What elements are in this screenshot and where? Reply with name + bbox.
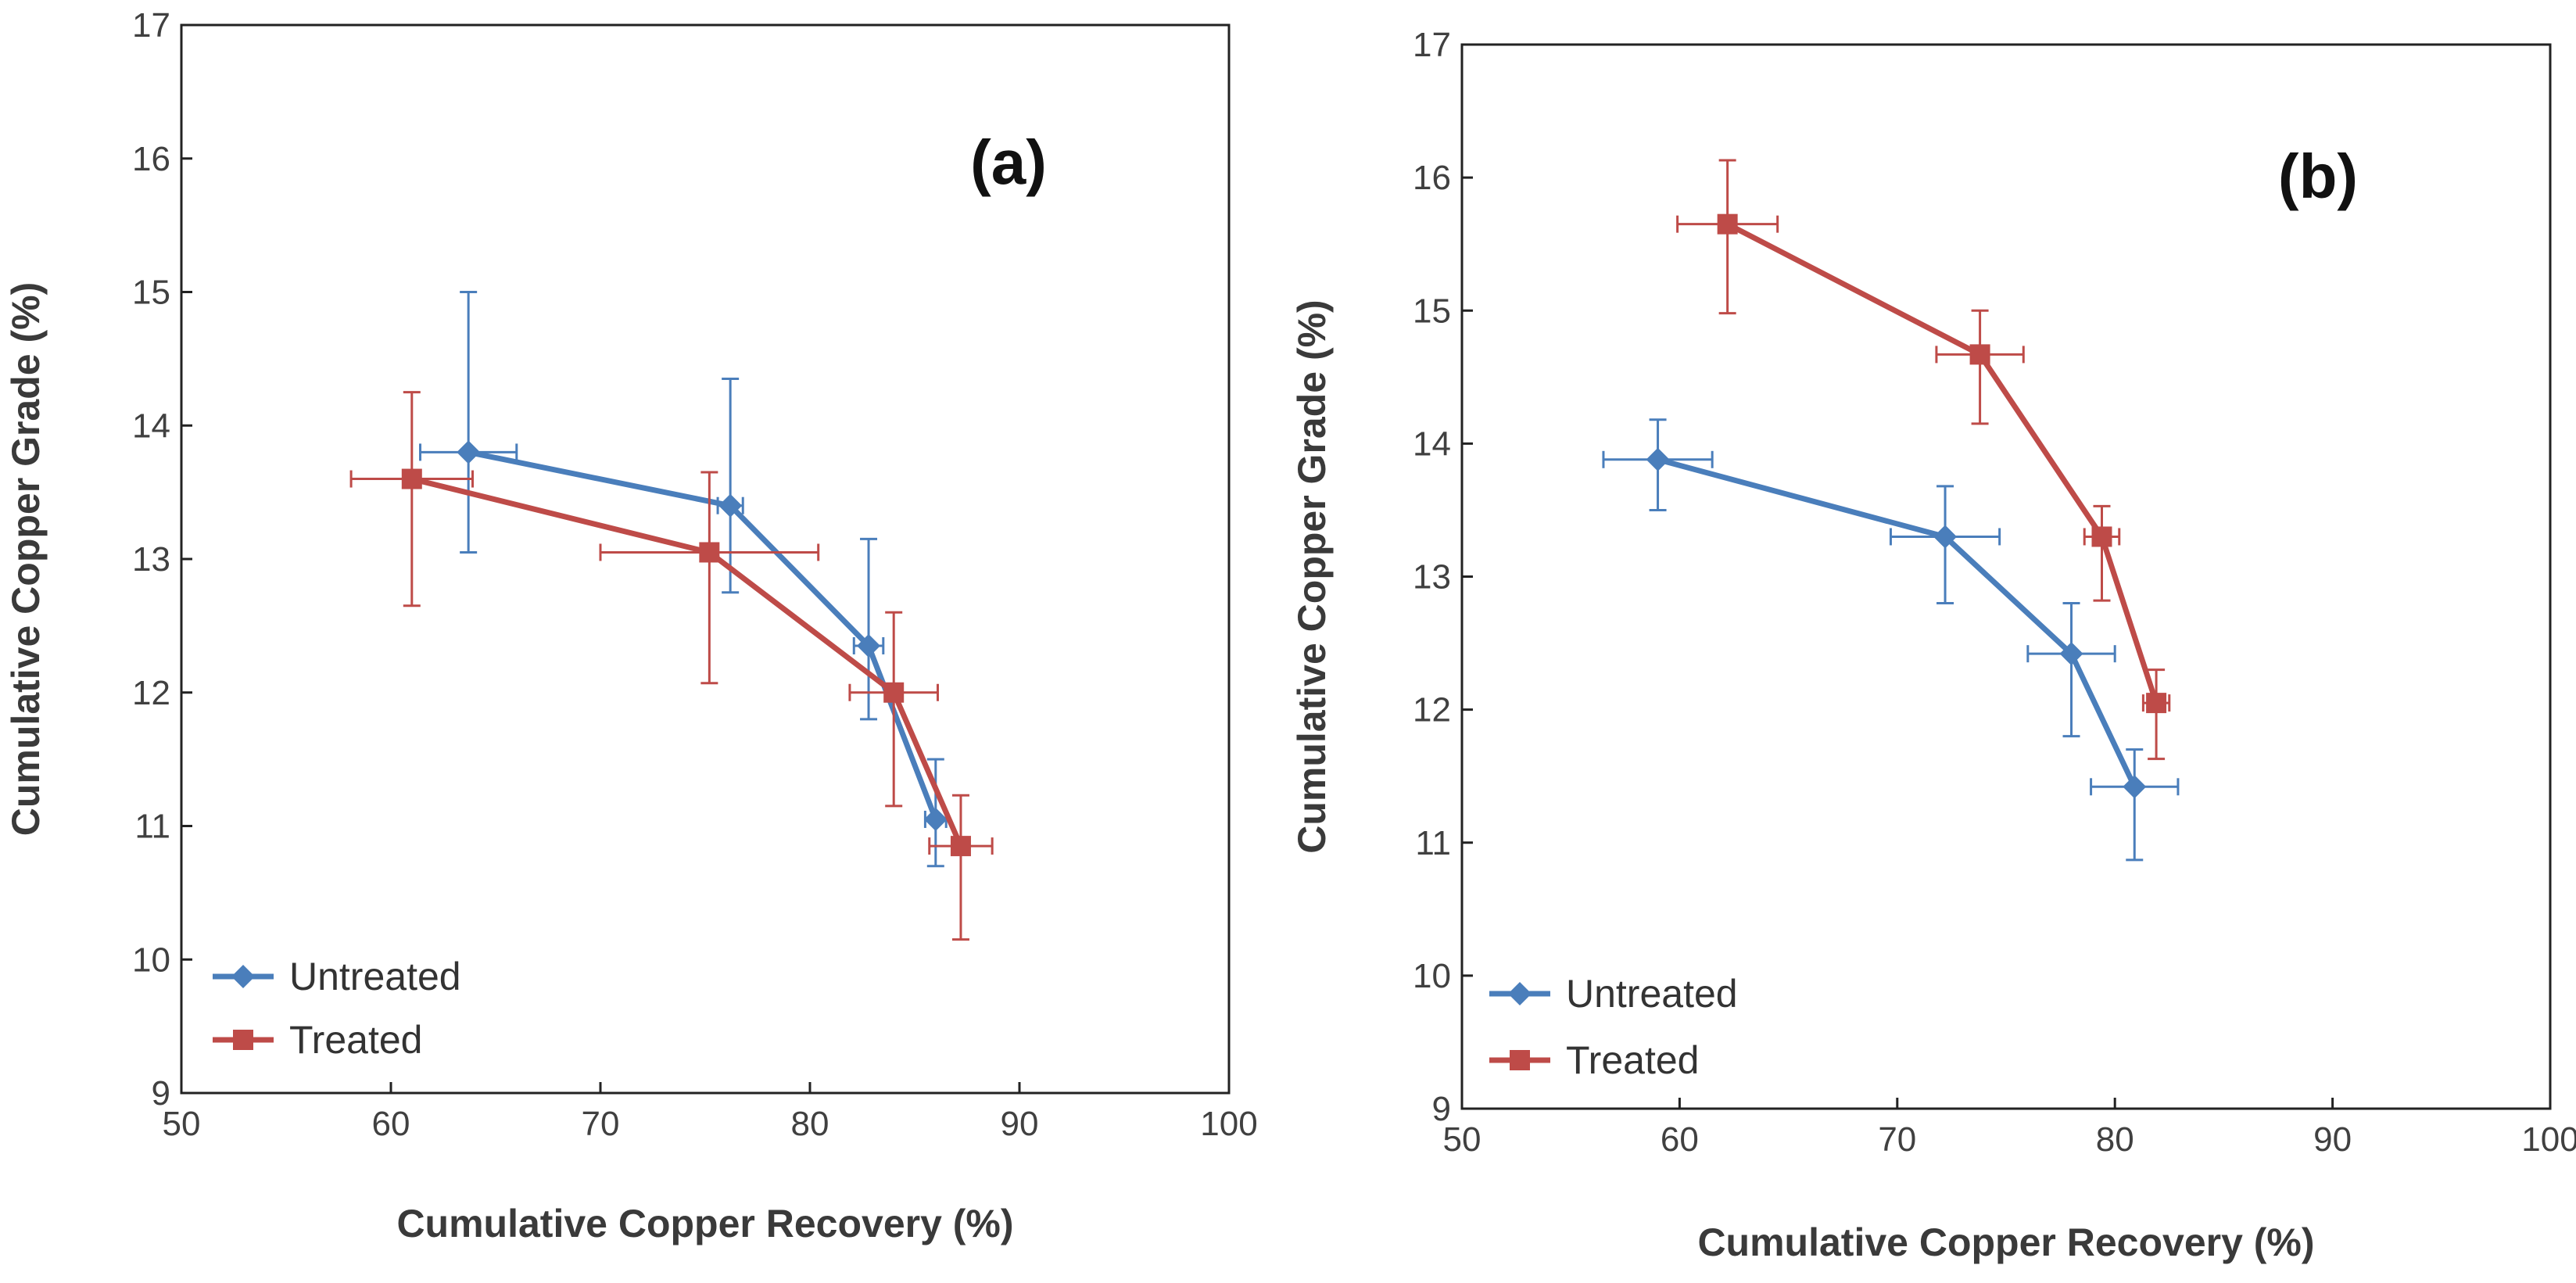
data-point-square <box>1717 213 1738 235</box>
legend-label: Untreated <box>1566 972 1738 1016</box>
y-tick-label: 14 <box>132 407 170 445</box>
y-tick-label: 17 <box>132 6 170 45</box>
series-line <box>1657 457 2137 788</box>
x-tick-label: 60 <box>1661 1120 1699 1159</box>
data-point-diamond <box>857 633 881 658</box>
x-tick-label: 90 <box>2313 1120 2352 1159</box>
x-tick-label: 60 <box>372 1105 410 1143</box>
x-axis-title: Cumulative Copper Recovery (%) <box>396 1202 1013 1245</box>
data-point-square <box>699 542 720 563</box>
data-point-diamond <box>1933 525 1958 549</box>
series-line <box>410 476 964 848</box>
data-point-square <box>401 468 422 489</box>
series-untreated <box>1602 418 2180 862</box>
data-point-square <box>883 682 905 703</box>
y-axis-title: Cumulative Copper Grade (%) <box>1290 299 1334 853</box>
data-point-diamond <box>2059 642 2083 666</box>
y-tick-label: 9 <box>152 1074 170 1113</box>
legend-entry-treated: Treated <box>213 1018 422 1062</box>
y-tick-label: 16 <box>132 140 170 178</box>
legend-label: Treated <box>1566 1038 1699 1082</box>
legend-label: Treated <box>289 1018 422 1062</box>
series-line <box>1726 221 2159 704</box>
x-tick-label: 100 <box>1200 1105 1257 1143</box>
y-tick-label: 16 <box>1413 159 1451 197</box>
series-untreated <box>419 291 948 868</box>
legend-entry-untreated: Untreated <box>1489 972 1738 1016</box>
x-tick-label: 70 <box>582 1105 620 1143</box>
x-tick-label: 70 <box>1878 1120 1916 1159</box>
chart-panel-a: 9 10 11 12 13 14 15 16 17 50 60 70 80 90 100 Cumulative… <box>4 6 1258 1245</box>
series-line <box>468 449 939 821</box>
y-axis-title: Cumulative Copper Grade (%) <box>4 282 48 836</box>
data-point-square <box>2091 526 2112 547</box>
y-tick-label: 10 <box>132 941 170 979</box>
data-point-diamond <box>1646 447 1670 471</box>
y-tick-label: 12 <box>1413 691 1451 729</box>
y-tick-label: 14 <box>1413 425 1451 463</box>
series-treated <box>349 391 994 941</box>
data-point-square <box>1969 344 1990 365</box>
data-point-square <box>950 836 971 857</box>
y-tick-label: 15 <box>132 274 170 312</box>
y-tick-label: 11 <box>134 808 170 846</box>
y-tick-label: 13 <box>1413 558 1451 597</box>
legend-label: Untreated <box>289 955 461 998</box>
legend-marker-square <box>1510 1050 1530 1070</box>
y-tick-label: 12 <box>132 674 170 712</box>
y-tick-label: 17 <box>1413 26 1451 64</box>
legend-marker-square <box>233 1030 253 1050</box>
x-tick-label: 80 <box>791 1105 829 1143</box>
x-tick-label: 100 <box>2521 1120 2576 1159</box>
legend-entry-untreated: Untreated <box>213 955 461 998</box>
x-axis-title: Cumulative Copper Recovery (%) <box>1697 1220 2314 1264</box>
legend-entry-treated: Treated <box>1489 1038 1699 1082</box>
y-tick-label: 10 <box>1413 957 1451 995</box>
x-tick-label: 80 <box>2096 1120 2134 1159</box>
y-tick-label: 11 <box>1415 824 1451 862</box>
y-tick-label: 15 <box>1413 292 1451 330</box>
data-point-diamond <box>923 807 948 831</box>
data-point-diamond <box>2123 775 2147 799</box>
y-tick-label: 9 <box>1432 1090 1451 1128</box>
x-tick-label: 50 <box>163 1105 201 1143</box>
y-tick-label: 13 <box>132 540 170 579</box>
panel-label: (b) <box>2278 142 2358 211</box>
data-point-square <box>2146 693 2167 714</box>
legend-marker-diamond <box>1508 982 1532 1005</box>
x-tick-label: 90 <box>1001 1105 1039 1143</box>
data-point-diamond <box>718 493 743 518</box>
legend-marker-diamond <box>231 965 255 988</box>
data-point-diamond <box>457 440 481 464</box>
plot-frame <box>1460 43 2552 1110</box>
chart-panel-b: 9 10 11 12 13 14 15 16 17 50 60 70 80 90 100 Cumulative… <box>1290 26 2576 1264</box>
x-tick-label: 50 <box>1443 1120 1481 1159</box>
series-treated <box>1676 159 2171 761</box>
panel-label: (a) <box>970 127 1047 197</box>
